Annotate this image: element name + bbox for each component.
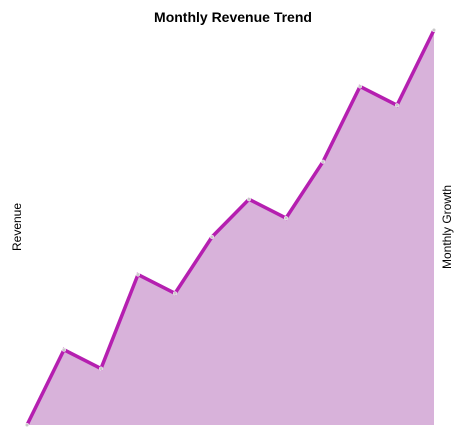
data-point (246, 197, 252, 202)
y2-axis-label: Monthly Growth (440, 185, 454, 269)
plot-area (24, 27, 437, 428)
data-point (98, 366, 104, 371)
data-point (135, 272, 141, 277)
series-line (25, 29, 436, 426)
data-point (320, 159, 326, 164)
data-point (209, 234, 215, 239)
data-point (172, 291, 178, 296)
data-point (357, 84, 363, 89)
data-point (61, 347, 67, 352)
y-axis-label: Revenue (10, 203, 24, 251)
area-fill (27, 30, 434, 425)
data-point (431, 27, 437, 33)
data-point (283, 216, 289, 221)
data-point (24, 422, 30, 428)
data-point (394, 103, 400, 108)
chart-title: Monthly Revenue Trend (154, 9, 312, 25)
